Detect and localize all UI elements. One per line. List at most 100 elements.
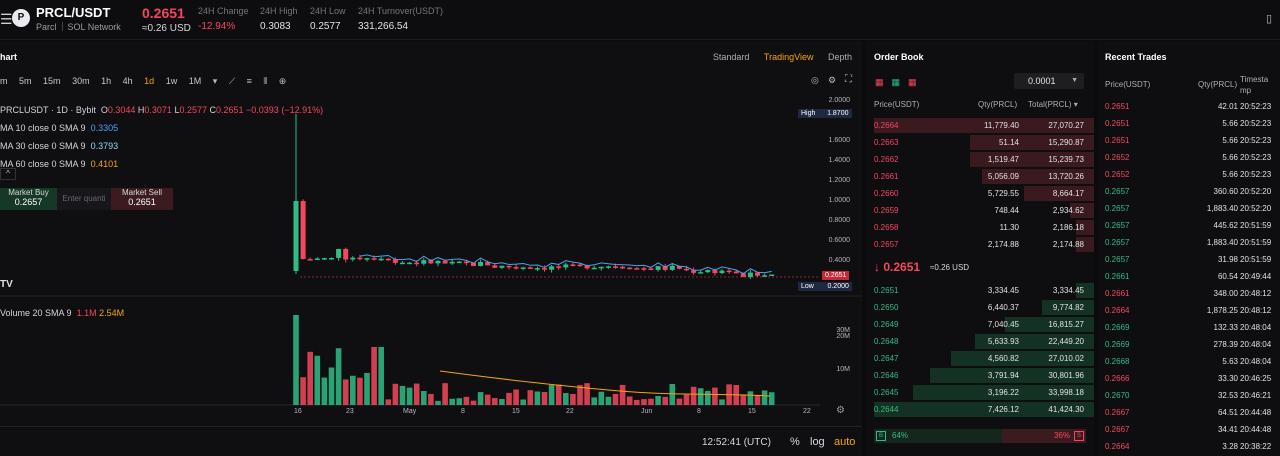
- axis-settings-icon[interactable]: ⚙: [836, 405, 845, 416]
- trade-price: 0.2667: [1105, 425, 1130, 434]
- price-chart-canvas[interactable]: [0, 41, 862, 426]
- col-qty: Qty(PRCL): [1198, 80, 1238, 89]
- timeframe-1d[interactable]: 1d: [144, 76, 155, 86]
- trade-qty: 132.33: [1213, 323, 1238, 332]
- timeframe-1h[interactable]: 1h: [101, 76, 112, 86]
- trade-row: 0.2669 278.39 20:48:04: [1098, 336, 1280, 353]
- volume-bar: [477, 392, 484, 405]
- percent-scale-toggle[interactable]: %: [790, 436, 800, 448]
- x-tick: Jun: [641, 408, 653, 415]
- ask-row[interactable]: 0.2658 11.30 2,186.18: [866, 219, 1094, 236]
- col-timestamp: Timesta mp: [1240, 75, 1269, 95]
- bid-row[interactable]: 0.2649 7,040.45 16,815.27: [866, 316, 1094, 333]
- depth-bar: [1076, 237, 1094, 252]
- trade-row: 0.2661 60.54 20:49:44: [1098, 268, 1280, 285]
- tab-tradingview[interactable]: TradingView: [763, 52, 814, 62]
- ask-row[interactable]: 0.2657 2,174.88 2,174.88: [866, 236, 1094, 253]
- layout-icon[interactable]: ▯: [1265, 13, 1272, 25]
- book-asks-icon[interactable]: ▦: [908, 77, 917, 87]
- timeframe-dropdown-icon[interactable]: ▾: [212, 76, 218, 86]
- ask-total: 27,070.27: [1048, 121, 1084, 130]
- trade-time: 20:52:23: [1240, 153, 1272, 162]
- volume-bar: [399, 385, 406, 405]
- bid-row[interactable]: 0.2648 5,633.93 22,449.20: [866, 333, 1094, 350]
- camera-icon[interactable]: ◎: [811, 75, 819, 85]
- log-scale-toggle[interactable]: log: [810, 436, 825, 448]
- ask-row[interactable]: 0.2660 5,729.55 8,664.17: [866, 185, 1094, 202]
- book-both-icon[interactable]: ▦: [875, 77, 884, 87]
- trade-qty: 278.39: [1213, 340, 1238, 349]
- candle-body: [513, 267, 519, 269]
- stat-value: 331,266.54: [358, 21, 409, 32]
- candle-body: [449, 261, 455, 264]
- volume-bar: [584, 383, 590, 405]
- collapse-legend-icon[interactable]: ^: [0, 168, 16, 180]
- ask-row[interactable]: 0.2662 1,519.47 15,239.73: [866, 151, 1094, 168]
- volume-bar: [442, 383, 448, 405]
- candle-body: [492, 265, 498, 268]
- ask-row[interactable]: 0.2661 5,056.09 13,720.26: [866, 168, 1094, 185]
- timeframe-1w[interactable]: 1w: [165, 76, 178, 86]
- volume-bar: [669, 383, 676, 405]
- prcl-logo-icon: P: [12, 9, 30, 27]
- order-book-panel: Order Book ▦ ▦ ▦ 0.0001 ▼ Price(USDT) Qty(P…: [866, 41, 1094, 456]
- menu-icon[interactable]: ☰: [0, 11, 13, 27]
- volume-bar: [357, 377, 363, 405]
- x-tick: 22: [566, 408, 574, 415]
- timeframe-30m[interactable]: 30m: [72, 76, 90, 86]
- quantity-input[interactable]: Enter quanti: [57, 188, 111, 210]
- drawing-tools-icon[interactable]: ≡: [246, 76, 252, 86]
- symbol-title[interactable]: PRCL/USDT: [36, 5, 111, 20]
- trade-qty: 445.62: [1213, 221, 1238, 230]
- ask-row[interactable]: 0.2664 11,779.40 27,070.27: [866, 117, 1094, 134]
- depth-bar: [1042, 300, 1094, 315]
- bid-row[interactable]: 0.2644 7,426.12 41,424.30: [866, 401, 1094, 418]
- bid-row[interactable]: 0.2646 3,791.94 30,801.96: [866, 367, 1094, 384]
- bid-row[interactable]: 0.2647 4,560.82 27,010.02: [866, 350, 1094, 367]
- bid-row[interactable]: 0.2645 3,196.22 33,998.18: [866, 384, 1094, 401]
- utc-clock[interactable]: 12:52:41 (UTC): [702, 437, 771, 448]
- timeframe-4h[interactable]: 4h: [122, 76, 133, 86]
- volume-bar: [648, 398, 654, 405]
- tab-standard[interactable]: Standard: [712, 52, 750, 62]
- precision-select[interactable]: 0.0001 ▼: [1014, 73, 1084, 89]
- trade-price: 0.2651: [1105, 102, 1130, 111]
- ask-price: 0.2659: [874, 206, 899, 215]
- trade-qty: 5.63: [1222, 357, 1238, 366]
- bid-row[interactable]: 0.2650 6,440.37 9,774.82: [866, 299, 1094, 316]
- fullscreen-icon[interactable]: ⛶: [845, 74, 852, 85]
- indicator-icon[interactable]: ⟋: [228, 76, 236, 86]
- timeframe-1M[interactable]: 1M: [188, 76, 202, 86]
- volume-bar: [307, 351, 313, 405]
- volume-bar: [740, 394, 747, 405]
- volume-bar: [342, 379, 349, 405]
- candle-type-icon[interactable]: ⫴: [263, 76, 268, 86]
- candle-body: [329, 257, 334, 260]
- ask-qty: 5,056.09: [987, 172, 1019, 181]
- bid-row[interactable]: 0.2651 3,334.45 3,334.45: [866, 282, 1094, 299]
- timeframe-5m[interactable]: 5m: [19, 76, 32, 86]
- ask-row[interactable]: 0.2663 51.14 15,290.87: [866, 134, 1094, 151]
- candle-body: [684, 268, 689, 271]
- chart-panel-title: hart: [0, 52, 18, 62]
- volume-bar: [563, 393, 569, 405]
- trade-price: 0.2657: [1105, 204, 1130, 213]
- candle-body: [385, 258, 391, 261]
- chart-mode-tabs: Standard TradingView Depth: [701, 52, 852, 62]
- tab-depth[interactable]: Depth: [827, 52, 852, 62]
- timeframe-15m[interactable]: 15m: [43, 76, 61, 86]
- settings-icon[interactable]: ⚙: [828, 75, 837, 85]
- book-bids-icon[interactable]: ▦: [891, 77, 901, 87]
- ask-row[interactable]: 0.2659 748.44 2,934.62: [866, 202, 1094, 219]
- timeframe-1m[interactable]: m: [0, 76, 8, 86]
- trade-time: 20:48:12: [1240, 289, 1272, 298]
- low-tag: Low 0.2000: [798, 282, 852, 291]
- add-icon[interactable]: ⊕: [278, 76, 287, 86]
- market-buy-button[interactable]: Market Buy 0.2657: [0, 188, 57, 210]
- market-sell-button[interactable]: Market Sell 0.2651: [111, 188, 173, 210]
- candle-body: [755, 272, 760, 276]
- market-buy-label: Market Buy: [8, 188, 49, 197]
- auto-scale-toggle[interactable]: auto: [834, 436, 856, 448]
- volume-bar: [754, 395, 761, 405]
- volume-bar: [371, 347, 377, 405]
